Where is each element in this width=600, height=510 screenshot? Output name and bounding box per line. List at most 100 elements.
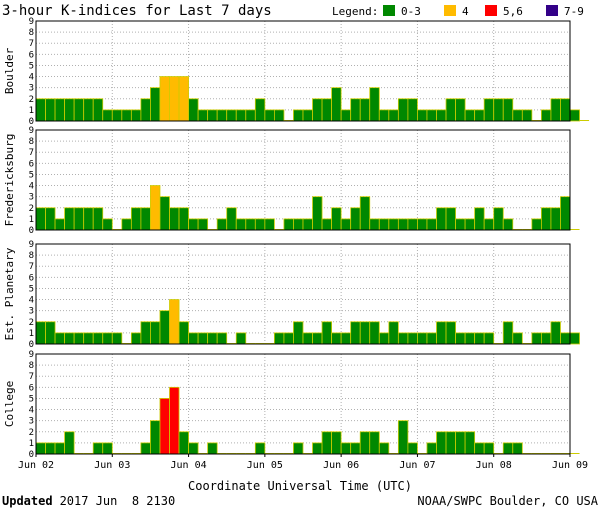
y-tick-label: 4 xyxy=(29,73,34,83)
y-tick-label: 9 xyxy=(29,126,34,136)
x-axis-label: Coordinate Universal Time (UTC) xyxy=(188,479,412,493)
bar xyxy=(378,442,390,455)
bar xyxy=(540,332,552,345)
bar xyxy=(264,109,275,122)
bar xyxy=(340,109,352,122)
y-tick-label: 0 xyxy=(29,340,34,350)
bar xyxy=(407,218,418,231)
bar xyxy=(417,218,428,231)
bar xyxy=(92,332,104,345)
bar xyxy=(455,98,466,122)
y-tick-label: 8 xyxy=(29,361,34,371)
bar xyxy=(312,442,323,455)
y-tick-label: 5 xyxy=(29,284,34,294)
bar xyxy=(312,332,323,345)
bar xyxy=(235,218,247,231)
bar xyxy=(207,442,218,455)
bar xyxy=(302,218,313,231)
bar xyxy=(436,431,447,455)
bar xyxy=(350,321,361,345)
y-tick-label: 4 xyxy=(29,296,34,306)
y-tick-label: 5 xyxy=(29,394,34,404)
bar xyxy=(83,98,94,122)
bar xyxy=(512,109,523,122)
bar xyxy=(397,218,409,231)
y-tick-label: 7 xyxy=(29,39,34,49)
x-tick-label: Jun 05 xyxy=(247,460,283,471)
y-tick-label: 0 xyxy=(29,226,34,236)
bar xyxy=(483,442,495,455)
chart-title: 3-hour K-indices for Last 7 days xyxy=(2,3,272,19)
bar xyxy=(407,442,418,455)
bar xyxy=(73,332,85,345)
y-tick-label: 1 xyxy=(29,215,34,225)
bar xyxy=(140,98,151,122)
x-tick-label: Jun 04 xyxy=(171,460,207,471)
bar xyxy=(388,109,399,122)
bar xyxy=(483,98,495,122)
bar xyxy=(121,218,132,231)
bar xyxy=(464,218,476,231)
legend-entry-3: 5,6 xyxy=(503,5,523,18)
series-label: Boulder xyxy=(3,47,16,94)
bar xyxy=(178,76,189,122)
bar xyxy=(331,332,342,345)
updated-label: Updated xyxy=(2,494,53,508)
bar xyxy=(64,431,75,455)
bar xyxy=(54,98,66,122)
bar xyxy=(293,109,304,122)
bar xyxy=(302,109,313,122)
footer-updated: Updated 2017 Jun 8 2130 xyxy=(2,494,175,508)
bar xyxy=(207,109,218,122)
bar xyxy=(159,398,170,455)
legend-entry-4: 7-9 xyxy=(564,5,584,18)
bar xyxy=(283,218,294,231)
bar xyxy=(397,420,409,455)
bar xyxy=(207,332,218,345)
bar xyxy=(502,218,514,231)
legend-entry-1: 0-3 xyxy=(401,5,421,18)
bar xyxy=(140,207,151,231)
bar xyxy=(35,207,46,231)
bar xyxy=(502,98,514,122)
bar xyxy=(445,321,456,345)
bar xyxy=(169,386,180,455)
bar xyxy=(293,218,304,231)
bar xyxy=(188,218,199,231)
bar xyxy=(445,98,456,122)
bar xyxy=(474,442,485,455)
bar xyxy=(397,332,409,345)
x-tick-label: Jun 09 xyxy=(552,460,588,471)
bar xyxy=(45,442,56,455)
legend-label: Legend: xyxy=(332,5,378,18)
y-tick-label: 3 xyxy=(29,307,34,317)
y-tick-label: 6 xyxy=(29,159,34,169)
y-tick-label: 9 xyxy=(29,240,34,250)
bar xyxy=(397,98,409,122)
y-tick-label: 6 xyxy=(29,383,34,393)
y-tick-label: 8 xyxy=(29,28,34,38)
bar xyxy=(188,442,199,455)
bar xyxy=(531,218,542,231)
bar xyxy=(216,218,228,231)
bar xyxy=(92,207,104,231)
bar xyxy=(102,442,113,455)
bar xyxy=(245,109,256,122)
bar xyxy=(369,431,380,455)
bar xyxy=(340,218,352,231)
bar xyxy=(102,332,113,345)
bar xyxy=(550,98,561,122)
bar xyxy=(502,321,514,345)
bar xyxy=(150,420,161,455)
bar xyxy=(493,207,504,231)
bar xyxy=(130,109,142,122)
x-axis-ticks: Jun 02 Jun 03 Jun 04 Jun 05 Jun 06 Jun 07 Jun … xyxy=(18,454,588,471)
bar xyxy=(159,196,170,231)
y-tick-label: 1 xyxy=(29,439,34,449)
y-tick-label: 8 xyxy=(29,137,34,147)
bar xyxy=(312,196,323,231)
y-tick-label: 3 xyxy=(29,417,34,427)
bar xyxy=(159,310,170,345)
bar xyxy=(245,218,256,231)
